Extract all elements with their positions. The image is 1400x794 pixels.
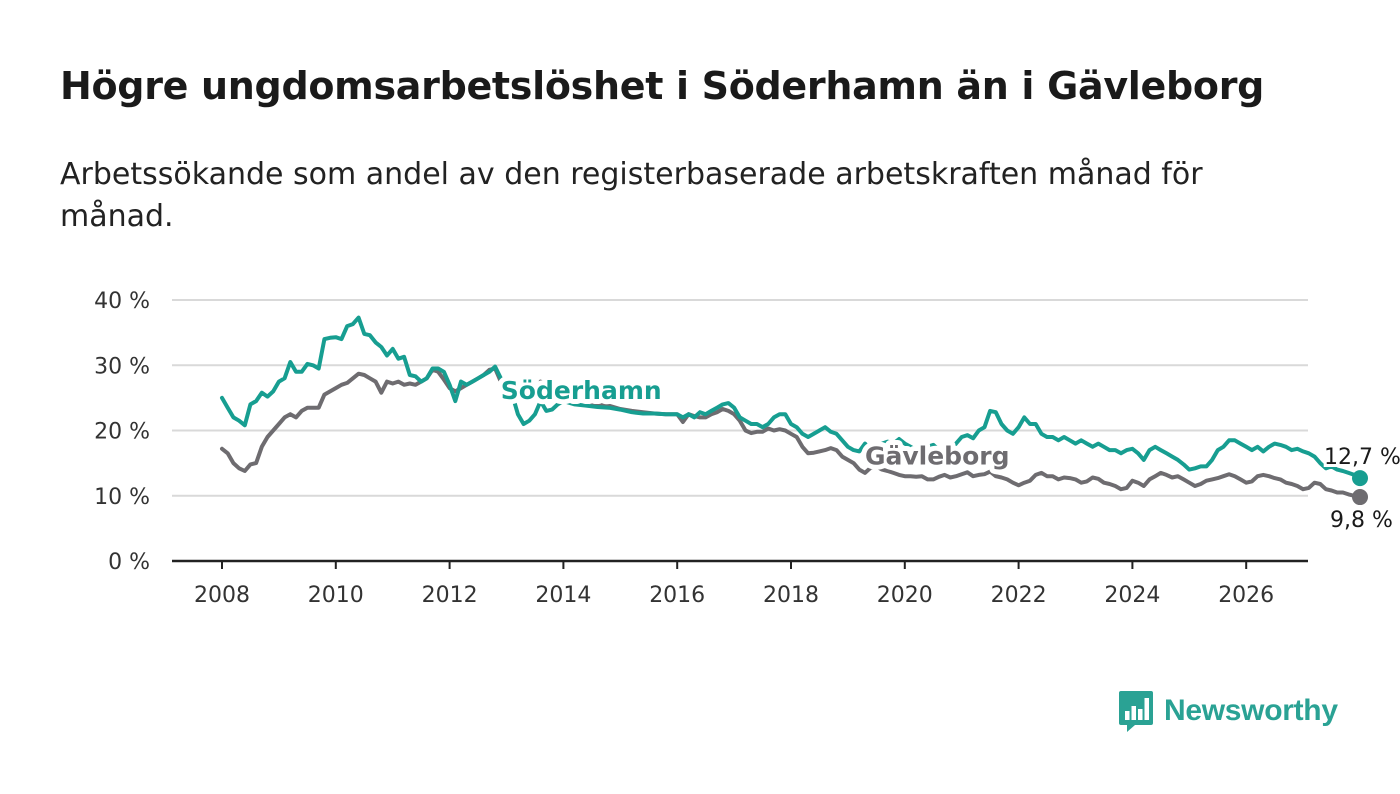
x-tick-label: 2024 bbox=[1104, 583, 1160, 608]
series-label-söderhamn: Söderhamn bbox=[501, 376, 662, 405]
end-value-label-söderhamn: 12,7 % bbox=[1324, 445, 1400, 470]
x-tick-label: 2010 bbox=[308, 583, 364, 608]
chart-title: Högre ungdomsarbetslöshet i Söderhamn än… bbox=[60, 64, 1265, 108]
end-point-söderhamn bbox=[1352, 470, 1368, 487]
y-tick-label: 10 % bbox=[94, 485, 150, 510]
y-tick-label: 0 % bbox=[108, 550, 150, 575]
y-tick-label: 40 % bbox=[94, 289, 150, 314]
x-tick-label: 2016 bbox=[649, 583, 705, 608]
series-label-gävleborg: Gävleborg bbox=[865, 441, 1010, 470]
x-tick-label: 2018 bbox=[763, 583, 819, 608]
end-point-gävleborg bbox=[1352, 489, 1368, 506]
y-tick-label: 20 % bbox=[94, 420, 150, 445]
x-tick-label: 2020 bbox=[877, 583, 933, 608]
end-value-label-gävleborg: 9,8 % bbox=[1330, 508, 1393, 533]
brand-name: Newsworthy bbox=[1164, 694, 1338, 727]
series-line-gävleborg bbox=[220, 366, 1362, 500]
y-tick-label: 30 % bbox=[94, 354, 150, 379]
x-tick-label: 2022 bbox=[991, 583, 1047, 608]
x-tick-label: 2026 bbox=[1218, 583, 1274, 608]
x-tick-label: 2014 bbox=[535, 583, 591, 608]
newsworthy-logo[interactable]: Newsworthy bbox=[1118, 689, 1338, 733]
x-tick-label: 2012 bbox=[422, 583, 478, 608]
x-tick-label: 2008 bbox=[194, 583, 250, 608]
chart-subtitle: Arbetssökande som andel av den registerb… bbox=[60, 157, 1203, 234]
series-line-söderhamn bbox=[220, 315, 1362, 481]
bar-chart-icon bbox=[1119, 691, 1153, 732]
